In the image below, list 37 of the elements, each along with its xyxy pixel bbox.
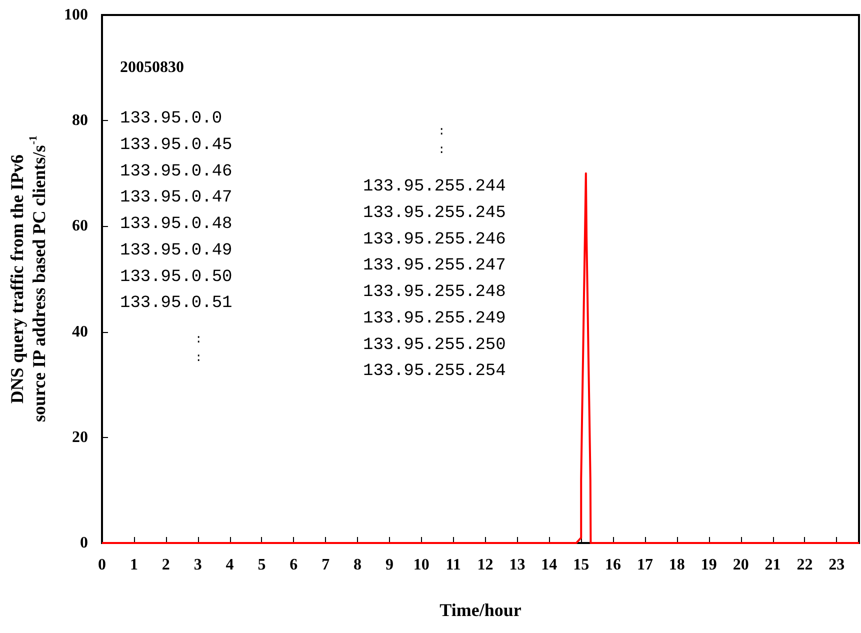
annotation: : : [195,332,202,365]
x-tick-label: 14 [541,556,558,574]
y-axis-title: DNS query traffic from the IPv6 source IP address based PC clients/s-1 [7,135,49,422]
x-axis-title: Time/hour [440,600,522,620]
annotation: : : [438,124,446,157]
y-tick-label: 80 [72,112,88,130]
x-tick-label: 21 [764,556,781,574]
x-tick-label: 12 [477,556,494,574]
x-tick-label: 18 [668,556,685,574]
y-tick-label: 0 [80,534,88,552]
x-tick-label: 6 [290,556,298,574]
y-tick-label: 40 [72,323,88,340]
x-tick-label: 10 [413,556,430,574]
x-tick-label: 0 [98,556,106,574]
x-tick-label: 9 [385,556,394,574]
x-tick-label: 11 [446,556,461,574]
annotation: 133.95.255.244 133.95.255.245 133.95.255.246 133.95.255.247 133.95.255.248 133.95.255.249 133.95.255.250 133.95.255.254 [363,178,506,382]
x-tick-label: 3 [194,556,202,574]
x-tick-label: 4 [226,556,234,574]
x-tick-label: 23 [828,556,845,574]
y-tick-label: 100 [64,6,88,24]
x-tick-label: 19 [700,556,717,574]
x-tick-label: 7 [322,556,330,574]
x-tick-label: 8 [354,556,362,574]
x-tick-label: 22 [796,556,813,574]
y-tick-label: 60 [72,218,88,235]
y-tick-label: 20 [72,428,88,446]
x-tick-label: 5 [258,556,266,574]
x-tick-label: 16 [605,556,622,574]
x-tick-label: 2 [162,556,170,574]
annotation: 20050830 [120,58,184,76]
x-tick-label: 1 [130,556,138,574]
x-tick-label: 13 [509,556,526,574]
annotation: 133.95.0.0 133.95.0.45 133.95.0.46 133.95.0.47 133.95.0.48 133.95.0.49 133.95.0.50 133.95.0.51 [120,110,232,314]
x-tick-label: 20 [732,556,749,574]
x-tick-label: 15 [573,556,590,574]
x-tick-label: 17 [636,556,653,574]
